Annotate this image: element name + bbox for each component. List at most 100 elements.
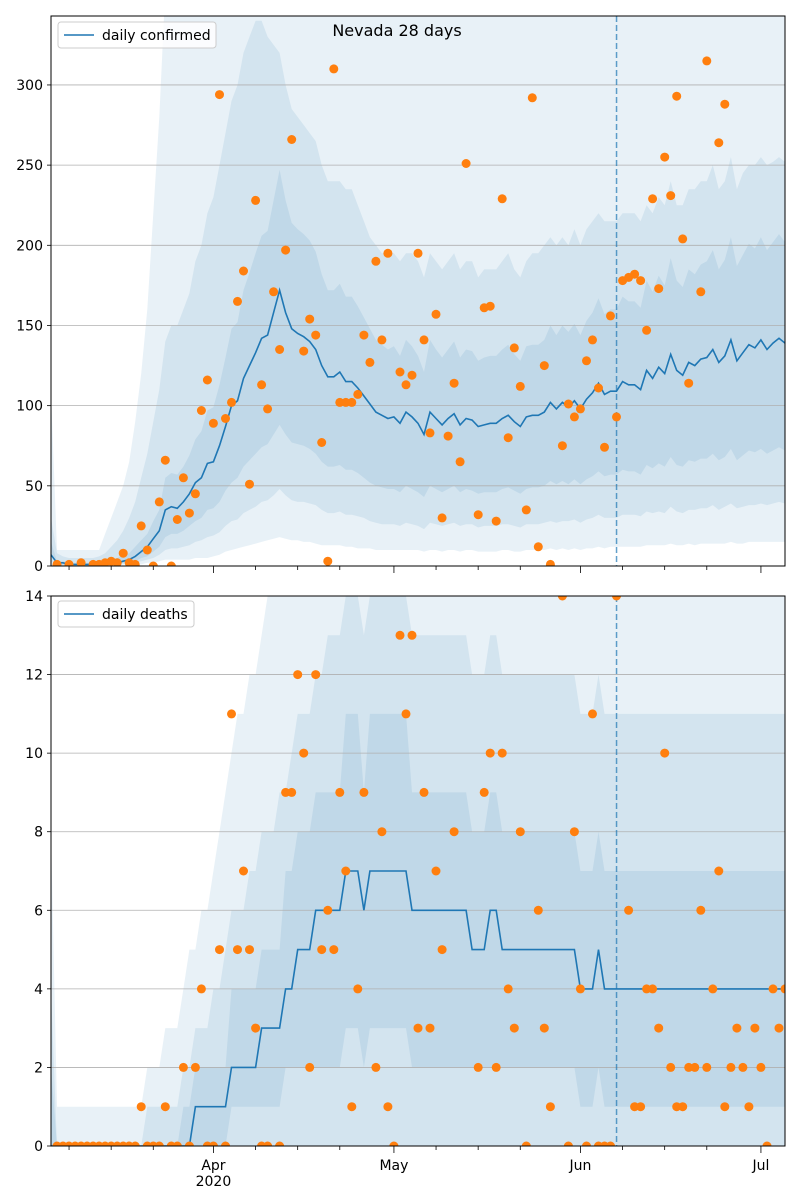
observed-point — [148, 561, 158, 566]
observed-point — [485, 748, 495, 758]
observed-point — [196, 984, 206, 994]
observed-point — [335, 787, 345, 797]
observed-point — [497, 194, 507, 204]
observed-point — [190, 1062, 200, 1072]
legend-label: daily deaths — [102, 607, 188, 623]
y-tick-label: 0 — [34, 559, 43, 575]
legend-box — [57, 21, 217, 49]
observed-point — [377, 335, 387, 345]
observed-point — [521, 505, 531, 515]
observed-point — [678, 1102, 688, 1112]
observed-point — [353, 389, 363, 399]
observed-point — [594, 383, 603, 393]
observed-point — [317, 438, 327, 447]
observed-point — [497, 748, 507, 758]
observed-point — [702, 1062, 712, 1072]
observed-point — [756, 1062, 766, 1072]
observed-point — [287, 135, 297, 144]
observed-point — [233, 945, 242, 955]
observed-point — [130, 559, 140, 566]
chart-title: Nevada 28 days — [332, 21, 461, 40]
observed-point — [311, 330, 321, 340]
observed-point — [479, 787, 489, 797]
observed-point — [425, 428, 435, 438]
observed-point — [269, 287, 279, 297]
observed-point — [509, 343, 519, 353]
observed-point — [227, 397, 236, 407]
observed-point — [780, 984, 785, 994]
observed-point — [136, 1102, 146, 1112]
observed-point — [305, 1062, 315, 1072]
observed-point — [287, 787, 297, 797]
observed-point — [545, 1102, 555, 1112]
observed-point — [437, 945, 447, 955]
observed-point — [455, 457, 465, 467]
observed-point — [750, 1023, 760, 1033]
observed-point — [257, 380, 267, 390]
legend-label: daily confirmed — [102, 28, 211, 44]
observed-point — [208, 1141, 218, 1146]
observed-point — [215, 945, 224, 955]
y-tick-label: 10 — [25, 746, 43, 762]
observed-point — [503, 433, 513, 443]
deaths-observed-points — [52, 596, 785, 1146]
observed-point — [365, 357, 375, 367]
observed-point — [178, 1062, 188, 1072]
observed-point — [636, 1102, 646, 1112]
observed-point — [714, 866, 724, 876]
deaths-uncertainty-bands — [51, 596, 785, 1146]
uncertainty-band-0 — [51, 596, 785, 1146]
observed-point — [732, 1023, 742, 1033]
observed-point — [588, 709, 597, 719]
observed-point — [557, 441, 567, 451]
y-tick-label: 14 — [25, 589, 43, 605]
uncertainty-band-2 — [51, 713, 785, 1146]
observed-point — [329, 945, 339, 955]
observed-point — [503, 984, 513, 994]
x-tick-label: May — [379, 1158, 408, 1174]
observed-point — [130, 1141, 140, 1146]
uncertainty-band-2 — [51, 169, 785, 566]
observed-point — [726, 1062, 736, 1072]
observed-point — [774, 1023, 784, 1033]
confirmed-uncertainty-bands — [51, 16, 785, 566]
observed-point — [606, 311, 615, 321]
observed-point — [690, 1062, 700, 1072]
observed-point — [299, 346, 309, 356]
observed-point — [142, 545, 152, 555]
observed-point — [654, 284, 664, 294]
confirmed-x-axis — [68, 566, 762, 573]
observed-point — [720, 99, 730, 109]
observed-point — [371, 256, 381, 266]
y-tick-label: 6 — [34, 903, 43, 919]
observed-point — [251, 195, 261, 205]
observed-point — [383, 248, 393, 258]
observed-point — [449, 827, 459, 837]
observed-point — [407, 630, 417, 640]
observed-point — [239, 266, 248, 276]
observed-point — [371, 1062, 381, 1072]
observed-point — [630, 269, 640, 279]
observed-point — [413, 1023, 423, 1033]
y-tick-label: 4 — [34, 982, 43, 998]
uncertainty-band-0 — [51, 16, 785, 566]
observed-point — [383, 1102, 393, 1112]
confirmed-y-axis: 0 50 100 150 200 250 300 — [16, 78, 51, 575]
y-tick-label: 8 — [34, 825, 43, 841]
observed-point — [178, 473, 188, 483]
observed-point — [612, 596, 621, 601]
observed-point — [347, 397, 357, 407]
observed-point — [172, 1141, 182, 1146]
observed-point — [473, 510, 483, 520]
confirmed-observed-points — [52, 56, 730, 566]
observed-point — [377, 827, 387, 837]
observed-point — [509, 1023, 519, 1033]
observed-point — [768, 984, 778, 994]
observed-point — [160, 1102, 170, 1112]
observed-point — [293, 670, 303, 680]
observed-point — [431, 309, 441, 319]
observed-point — [275, 1141, 285, 1146]
